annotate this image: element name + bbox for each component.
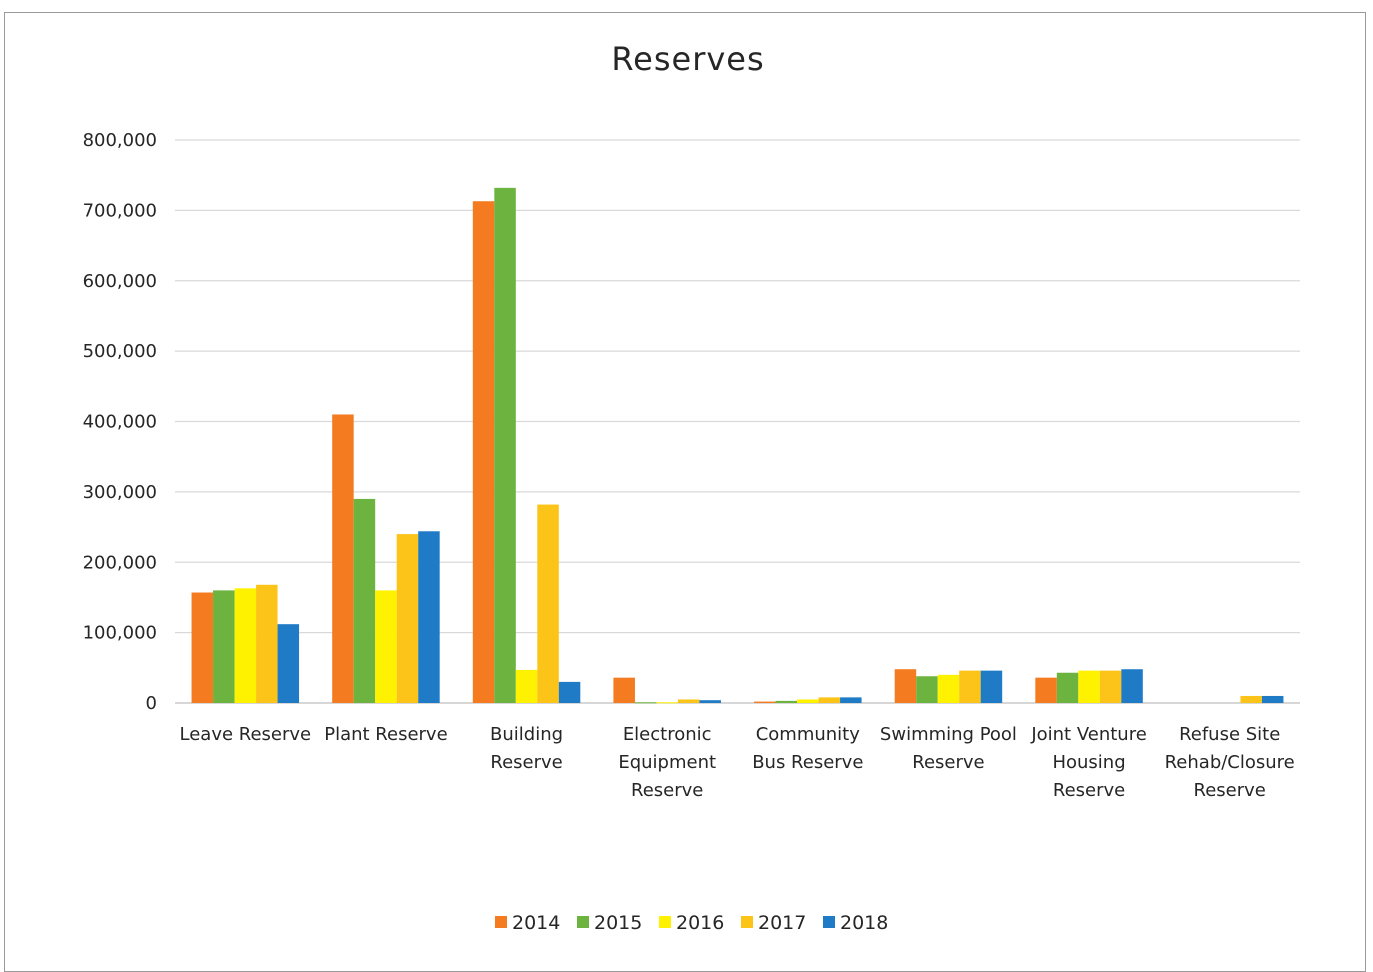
bar-2016 (797, 699, 819, 703)
x-tick-label: Joint Venture Housing Reserve (1030, 724, 1146, 801)
bar-2014 (191, 592, 214, 703)
legend-label: 2016 (676, 912, 724, 934)
bar-2015 (1056, 672, 1079, 703)
bar-2015 (494, 187, 516, 704)
bar-2016 (234, 588, 257, 703)
bar-2017 (396, 534, 419, 703)
legend-label: 2018 (840, 912, 888, 934)
bar-2018 (840, 697, 862, 703)
y-tick-label: 0 (146, 693, 157, 714)
x-axis: Leave Reserve Plant Reserve Building Reserv… (180, 724, 1295, 801)
x-tick-label: Refuse Site Rehab/Closure Reserve (1165, 724, 1295, 801)
bar-2017 (537, 504, 559, 703)
bar-2016 (656, 702, 678, 704)
bar-2015 (916, 676, 938, 703)
bar-2014 (332, 414, 354, 703)
bar-2016 (937, 674, 960, 703)
bar-2015 (775, 700, 798, 703)
x-tick-label: Electronic Equipment Reserve (618, 724, 716, 801)
y-axis: 0 100,000 200,000 300,000 400,000 500,000 600,… (83, 130, 157, 714)
bar-2014 (754, 701, 776, 703)
bar-2017 (959, 670, 981, 703)
chart-title: Reserves (611, 40, 764, 78)
y-tick-label: 300,000 (83, 482, 157, 503)
bar-2016 (1078, 670, 1100, 703)
x-tick-label: Community Bus Reserve (752, 724, 863, 773)
legend-swatch-2014 (495, 916, 507, 928)
x-tick-label: Leave Reserve (180, 724, 312, 745)
bar-2017 (1099, 670, 1122, 703)
bar-2014 (613, 677, 635, 703)
y-tick-label: 200,000 (83, 552, 157, 573)
bar-2018 (418, 531, 440, 703)
bar-2015 (634, 702, 657, 704)
legend-swatch-2018 (823, 916, 835, 928)
bar-2018 (1121, 669, 1143, 703)
legend-swatch-2017 (741, 916, 753, 928)
bar-2016 (515, 669, 538, 703)
bar-2017 (818, 697, 841, 703)
y-tick-label: 600,000 (83, 271, 157, 292)
y-tick-label: 800,000 (83, 130, 157, 151)
bar-2016 (375, 590, 397, 703)
bar-2015 (213, 590, 235, 703)
bar-2017 (677, 699, 700, 703)
legend-label: 2014 (512, 912, 560, 934)
bar-2014 (472, 201, 495, 703)
y-tick-label: 400,000 (83, 412, 157, 433)
legend-swatch-2015 (577, 916, 589, 928)
y-tick-label: 500,000 (83, 341, 157, 362)
bar-2018 (699, 700, 721, 703)
bar-2014 (1035, 677, 1057, 703)
bar-2014 (894, 669, 917, 703)
bar-2017 (256, 584, 278, 703)
x-tick-label: Swimming Pool Reserve (880, 724, 1017, 773)
bar-2018 (980, 670, 1003, 703)
bar-2015 (353, 498, 376, 703)
bar-2018 (277, 624, 300, 703)
y-tick-label: 100,000 (83, 623, 157, 644)
y-tick-label: 700,000 (83, 200, 157, 221)
bar-2018 (558, 681, 581, 703)
legend-label: 2017 (758, 912, 806, 934)
bar-2018 (1261, 695, 1284, 703)
x-tick-label: Building Reserve (490, 724, 563, 773)
legend: 2014 2015 2016 2017 2018 (495, 912, 888, 934)
bar-2017 (1240, 695, 1262, 703)
bars (191, 187, 1284, 704)
x-tick-label: Plant Reserve (324, 724, 447, 745)
legend-label: 2015 (594, 912, 642, 934)
legend-swatch-2016 (659, 916, 671, 928)
